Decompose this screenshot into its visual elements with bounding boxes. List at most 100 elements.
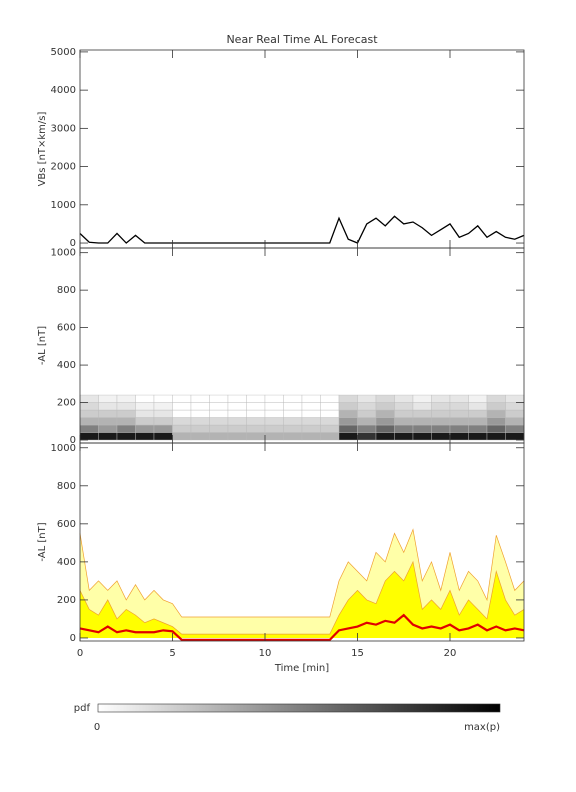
pdf-cell (338, 432, 358, 441)
pdf-cell (412, 417, 432, 426)
pdf-cell (320, 394, 340, 403)
y-tick-label: 0 (70, 633, 76, 644)
pdf-cell (246, 424, 266, 433)
pdf-cell (246, 402, 266, 411)
y-tick-label: 400 (57, 360, 76, 371)
pdf-cell (394, 402, 414, 411)
y-tick-label: 2000 (51, 162, 76, 173)
pdf-cell (98, 424, 118, 433)
pdf-cell (283, 394, 303, 403)
pdf-cell (486, 417, 506, 426)
y-tick-label: 1000 (51, 443, 76, 454)
pdf-cell (190, 424, 210, 433)
pdf-cell (301, 432, 321, 441)
pdf-cell (301, 417, 321, 426)
pdf-cell (357, 409, 377, 418)
pdf-cell (98, 402, 118, 411)
pdf-cell (79, 432, 99, 441)
pdf-cell (116, 409, 136, 418)
pdf-cell (172, 409, 192, 418)
pdf-cell (283, 409, 303, 418)
x-tick-label: 5 (169, 648, 175, 659)
pdf-cell (135, 417, 155, 426)
panel-frame (79, 442, 525, 642)
pdf-cell (301, 424, 321, 433)
pdf-cell (246, 432, 266, 441)
pdf-cell (486, 424, 506, 433)
median-line (79, 613, 525, 641)
y-tick-label: 600 (57, 519, 76, 530)
pdf-cell (264, 409, 284, 418)
pdf-cell (135, 402, 155, 411)
y-axis-label: VBs [nT×km/s] (37, 111, 48, 186)
pdf-cell (375, 402, 395, 411)
x-tick-label: 10 (259, 648, 272, 659)
pdf-cell (357, 432, 377, 441)
pdf-cell (505, 424, 525, 433)
pdf-cell (264, 394, 284, 403)
pdf-cell (283, 402, 303, 411)
pdf-cell (320, 409, 340, 418)
pdf-cell (209, 409, 229, 418)
pdf-cell (468, 432, 488, 441)
pdf-cell (357, 402, 377, 411)
pdf-cell (505, 402, 525, 411)
pdf-cell (505, 394, 525, 403)
pdf-cell (320, 417, 340, 426)
pdf-cell (301, 409, 321, 418)
pdf-cell (320, 424, 340, 433)
pdf-cell (338, 394, 358, 403)
pdf-cell (486, 409, 506, 418)
pdf-cell (394, 417, 414, 426)
pdf-cell (283, 424, 303, 433)
y-tick-label: 600 (57, 323, 76, 334)
pdf-cell (486, 394, 506, 403)
pdf-cell (98, 432, 118, 441)
pdf-cell (431, 402, 451, 411)
pdf-cell (227, 409, 247, 418)
pdf-cell (209, 432, 229, 441)
pdf-cell (431, 409, 451, 418)
pdf-cell (320, 402, 340, 411)
pdf-cell (412, 424, 432, 433)
y-tick-label: 800 (57, 481, 76, 492)
pdf-cell (79, 409, 99, 418)
pdf-cell (468, 409, 488, 418)
pdf-cell (468, 417, 488, 426)
pdf-cell (98, 409, 118, 418)
pdf-cell (264, 402, 284, 411)
colorbar-max: max(p) (464, 722, 500, 733)
pdf-cell (135, 424, 155, 433)
pdf-cell (135, 394, 155, 403)
y-tick-label: 400 (57, 557, 76, 568)
pdf-cell (357, 424, 377, 433)
pdf-cell (301, 394, 321, 403)
pdf-cell (431, 424, 451, 433)
pdf-cell (153, 409, 173, 418)
x-tick-label: 0 (77, 648, 83, 659)
pdf-cell (449, 394, 469, 403)
data-line (79, 215, 525, 244)
pdf-cell (431, 432, 451, 441)
pdf-cell (190, 402, 210, 411)
pdf-cell (412, 402, 432, 411)
pdf-cell (209, 424, 229, 433)
pdf-cell (153, 424, 173, 433)
pdf-cell (153, 432, 173, 441)
y-tick-label: 0 (70, 238, 76, 249)
y-tick-label: 4000 (51, 85, 76, 96)
colorbar-label: pdf (74, 703, 91, 714)
pdf-cell (375, 417, 395, 426)
pdf-cell (486, 432, 506, 441)
pdf-cell (190, 409, 210, 418)
pdf-cell (79, 424, 99, 433)
pdf-cell (227, 424, 247, 433)
pdf-cell (172, 394, 192, 403)
pdf-cell (116, 424, 136, 433)
chart-title: Near Real Time AL Forecast (226, 33, 378, 46)
y-tick-label: 5000 (51, 47, 76, 58)
pdf-cell (209, 417, 229, 426)
pdf-cell (79, 417, 99, 426)
x-tick-label: 15 (351, 648, 364, 659)
